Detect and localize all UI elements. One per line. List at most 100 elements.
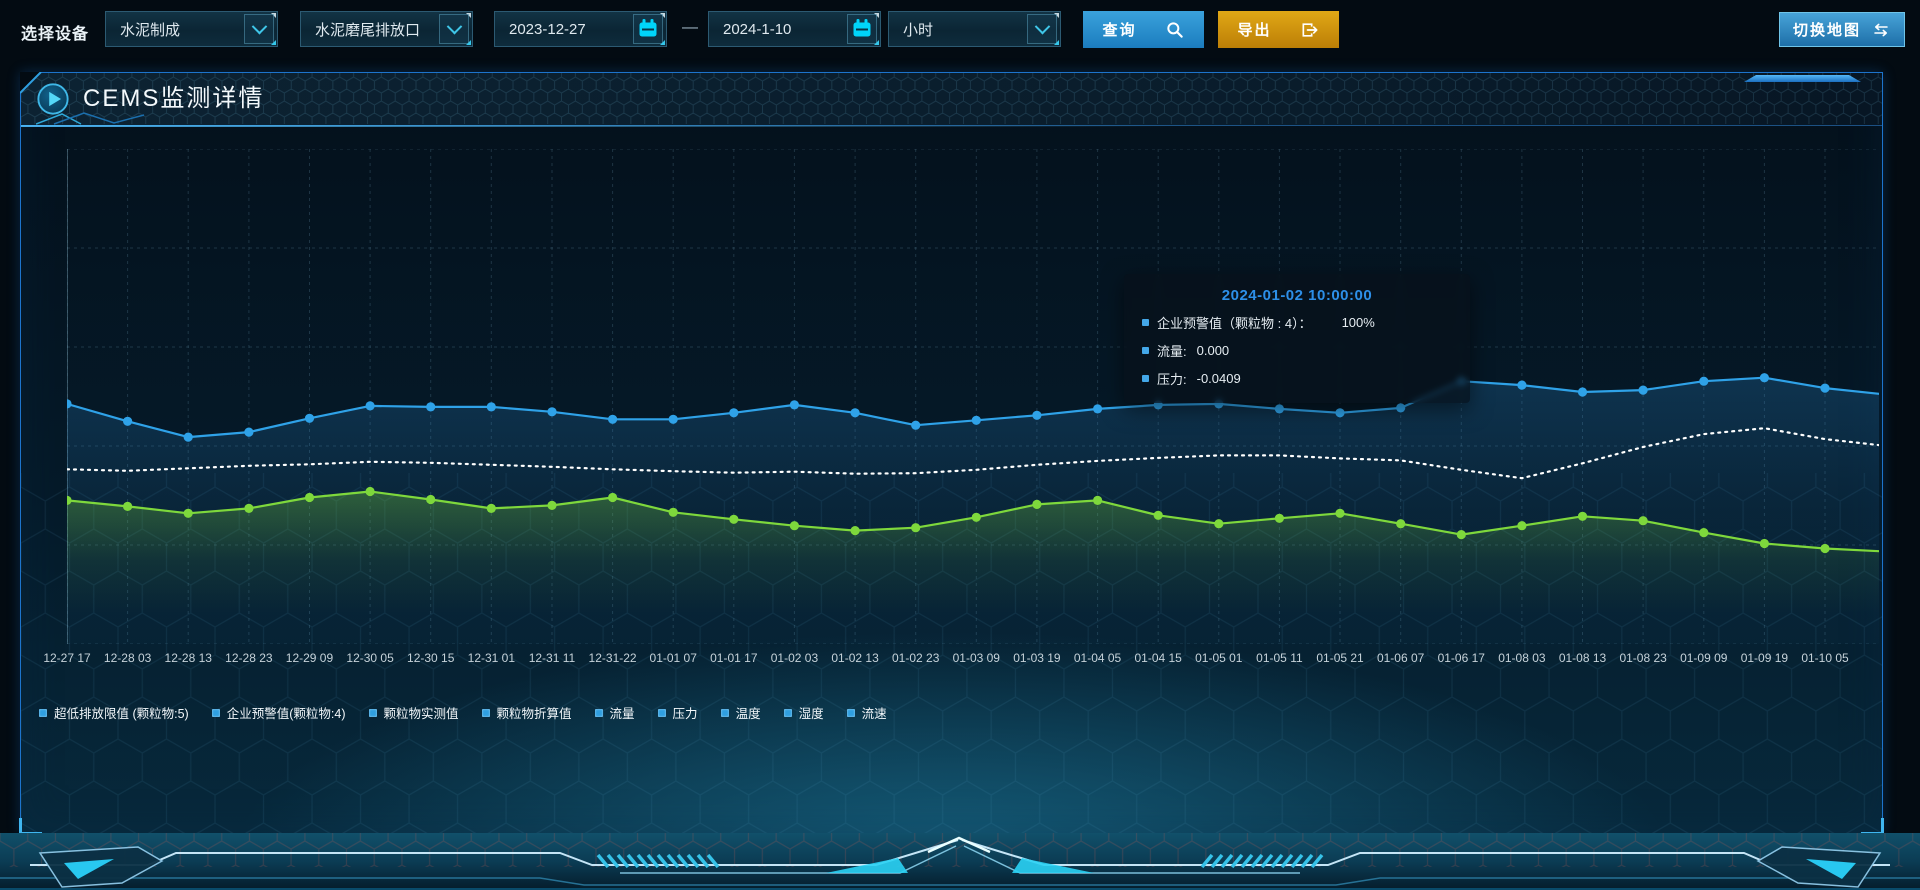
header-underline <box>21 125 1175 127</box>
bottom-hud-decoration <box>0 833 1920 890</box>
legend-label: 温度 <box>735 707 761 721</box>
chart-legend: 超低排放限值 (颗粒物:5) 企业预警值(颗粒物:4) 颗粒物实测值 颗粒物折算值 流量… <box>39 703 887 722</box>
chevron-down-icon <box>439 14 469 44</box>
x-axis-label: 01-09 09 <box>1680 651 1728 665</box>
x-axis-label: 12-28 13 <box>164 651 212 665</box>
header-notch-decoration <box>1744 75 1861 82</box>
legend-label: 企业预警值(颗粒物:4) <box>226 707 346 721</box>
legend-marker-icon <box>211 708 220 717</box>
legend-label: 颗粒物折算值 <box>496 707 572 721</box>
end-date-value: 2024-1-10 <box>723 20 792 38</box>
swap-arrows-icon <box>1874 23 1888 36</box>
x-axis-label: 01-08 03 <box>1498 651 1546 665</box>
x-axis-label: 01-03 19 <box>1013 651 1061 665</box>
legend-marker-icon <box>783 708 792 717</box>
chevron-down-icon <box>1027 14 1057 44</box>
query-button[interactable]: 查询 <box>1083 11 1204 48</box>
series-points-0 <box>67 373 1830 442</box>
series-points-2 <box>67 486 1830 554</box>
interval-value: 小时 <box>903 21 934 39</box>
legend-item-1[interactable]: 超低排放限值 (颗粒物:5) <box>39 703 189 722</box>
x-axis-label: 01-05 21 <box>1316 651 1364 665</box>
x-axis-label: 12-28 23 <box>225 651 273 665</box>
x-axis-label: 12-30 15 <box>407 651 455 665</box>
tooltip-label: 压力: <box>1157 372 1187 387</box>
legend-item-8[interactable]: 湿度 <box>783 703 824 722</box>
tooltip-value: 0.000 <box>1196 343 1230 358</box>
switch-map-button[interactable]: 切换地图 <box>1779 12 1905 47</box>
chevron-down-icon <box>244 14 274 44</box>
legend-marker-icon <box>846 708 855 717</box>
corner-cut-decoration <box>20 72 42 94</box>
series-marker-icon <box>1142 375 1149 382</box>
export-button[interactable]: 导出 <box>1218 11 1339 48</box>
legend-marker-icon <box>720 708 729 717</box>
x-axis-label: 12-31-22 <box>588 651 637 665</box>
cems-line-chart[interactable] <box>67 149 1879 644</box>
tooltip-label: 流量: <box>1157 344 1187 359</box>
tooltip-label: 企业预警值（颗粒物 : 4）： <box>1157 316 1312 331</box>
device-outlet-select[interactable]: 水泥磨尾排放口 <box>300 11 473 47</box>
legend-marker-icon <box>594 708 603 717</box>
x-axis-label: 12-30 05 <box>346 651 394 665</box>
toolbar: 选择设备 水泥制成 水泥磨尾排放口 2023-12-27 — 2024-1-10 <box>0 0 1920 62</box>
x-axis-label: 01-06 17 <box>1437 651 1485 665</box>
device-select-label: 选择设备 <box>21 26 90 43</box>
tooltip-row: 流量: 0.000 <box>1142 341 1452 360</box>
legend-item-2[interactable]: 企业预警值(颗粒物:4) <box>211 703 346 722</box>
date-range-separator: — <box>682 19 698 36</box>
cems-monitor-panel: CEMS监测详情 12-27 17 12-28 03 12-28 13 12-28 2… <box>19 72 1884 835</box>
x-axis-label: 12-29 09 <box>285 651 334 665</box>
device-outlet-value: 水泥磨尾排放口 <box>315 21 421 39</box>
export-icon <box>1302 22 1317 37</box>
x-axis-label: 01-09 19 <box>1740 651 1789 665</box>
legend-item-7[interactable]: 温度 <box>720 703 761 722</box>
legend-marker-icon <box>657 708 666 717</box>
zigzag-decoration <box>36 112 145 125</box>
x-axis-label: 01-02 13 <box>831 651 879 665</box>
x-axis-label: 01-08 13 <box>1558 651 1607 665</box>
legend-marker-icon <box>481 708 490 717</box>
legend-item-5[interactable]: 流量 <box>594 703 635 722</box>
x-axis-label: 01-04 05 <box>1073 651 1122 665</box>
legend-label: 颗粒物实测值 <box>383 707 459 721</box>
legend-label: 超低排放限值 (颗粒物:5) <box>54 707 189 721</box>
legend-label: 流量 <box>609 707 635 721</box>
x-axis-label: 01-05 11 <box>1256 651 1303 665</box>
x-axis-label: 01-01 17 <box>710 651 758 665</box>
calendar-icon <box>633 14 663 44</box>
legend-item-4[interactable]: 颗粒物折算值 <box>481 703 572 722</box>
start-date-value: 2023-12-27 <box>509 20 586 38</box>
series-marker-icon <box>1142 319 1149 326</box>
chart-tooltip: 2024-01-02 10:00:00 企业预警值（颗粒物 : 4）： 100% 流… <box>1124 274 1470 403</box>
x-axis-label: 01-03 09 <box>952 651 1000 665</box>
legend-label: 流速 <box>861 707 887 721</box>
legend-label: 压力 <box>672 707 698 721</box>
hexagon-pattern <box>21 73 1882 124</box>
device-category-select[interactable]: 水泥制成 <box>105 11 278 47</box>
query-button-label: 查询 <box>1102 22 1137 39</box>
x-axis-label: 01-04 15 <box>1134 651 1182 665</box>
x-axis-label: 01-05 01 <box>1195 651 1243 665</box>
search-icon <box>1166 21 1183 38</box>
legend-item-3[interactable]: 颗粒物实测值 <box>368 703 459 722</box>
x-axis-label: 12-31 11 <box>528 651 576 665</box>
legend-marker-icon <box>39 708 47 717</box>
tooltip-row: 压力: -0.0409 <box>1142 369 1452 388</box>
x-axis-label: 12-28 03 <box>103 651 152 665</box>
calendar-icon <box>847 14 877 44</box>
legend-item-6[interactable]: 压力 <box>657 703 698 722</box>
legend-label: 湿度 <box>798 707 824 721</box>
legend-item-9[interactable]: 流速 <box>846 703 887 722</box>
interval-select[interactable]: 小时 <box>888 11 1061 47</box>
tooltip-row: 企业预警值（颗粒物 : 4）： 100% <box>1142 313 1452 332</box>
end-date-picker[interactable]: 2024-1-10 <box>708 11 881 47</box>
x-axis-label: 01-02 23 <box>892 651 940 665</box>
series-marker-icon <box>1142 347 1149 354</box>
legend-marker-icon <box>368 708 377 717</box>
start-date-picker[interactable]: 2023-12-27 <box>494 11 667 47</box>
x-axis-label: 01-10 05 <box>1801 651 1849 665</box>
x-axis-label: 12-27 17 <box>43 651 91 665</box>
switch-map-label: 切换地图 <box>1792 22 1861 39</box>
panel-header: CEMS监测详情 <box>21 73 1882 127</box>
